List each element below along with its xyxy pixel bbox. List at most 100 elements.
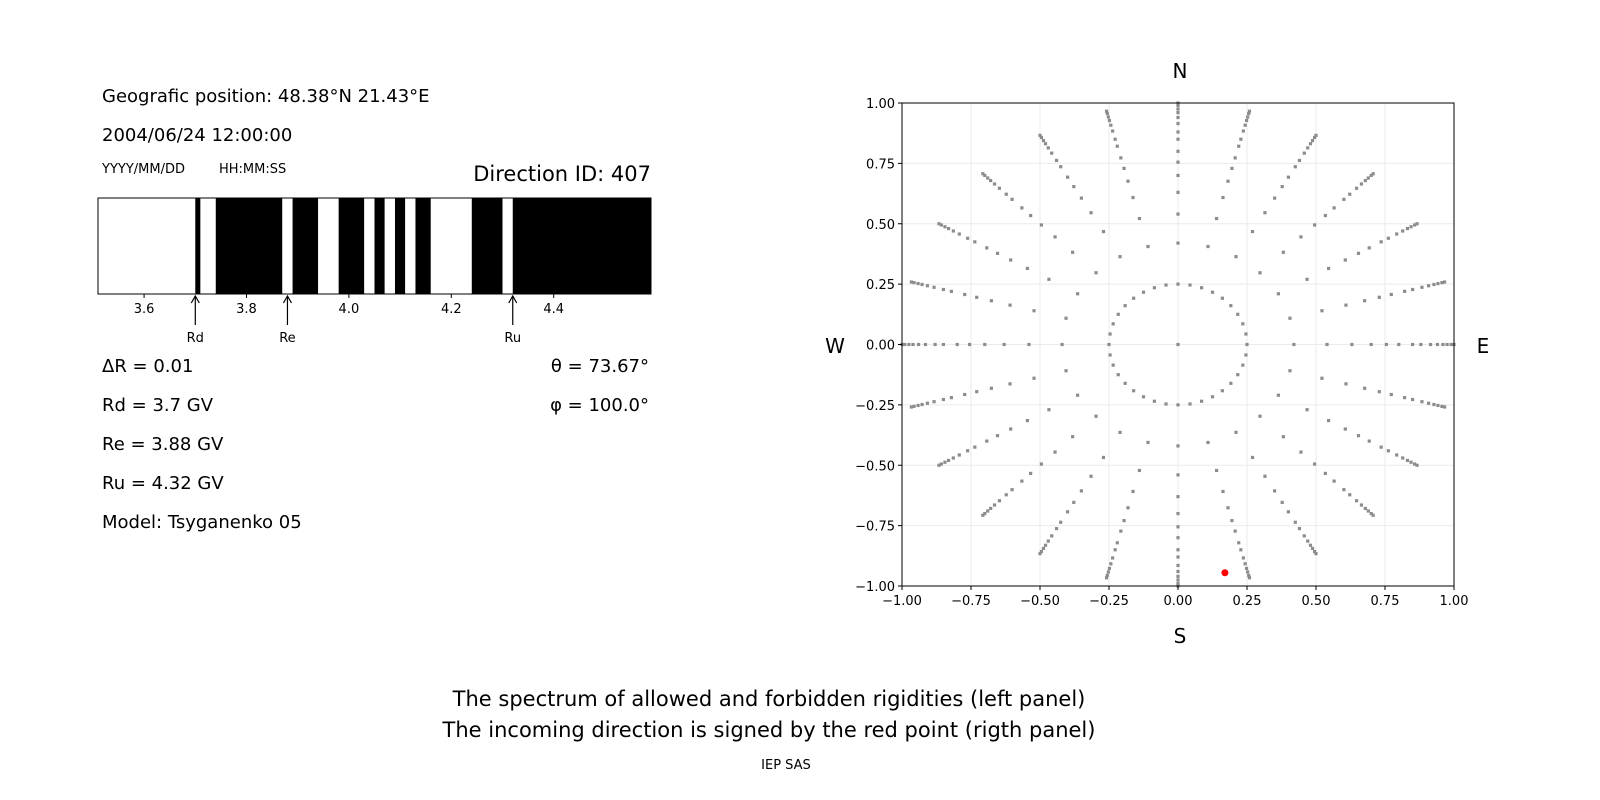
- band-allowed: [364, 198, 375, 294]
- band-allowed: [98, 198, 196, 294]
- direction-grid-point: [1320, 376, 1324, 380]
- direction-grid-point: [1405, 226, 1410, 231]
- direction-grid-point: [1176, 581, 1180, 586]
- direction-grid-point: [1111, 322, 1115, 326]
- direction-grid-point: [1371, 172, 1375, 176]
- phi-value: φ = 100.0°: [550, 395, 649, 416]
- direction-grid-point: [1297, 526, 1302, 531]
- direction-grid-point: [1245, 342, 1249, 347]
- direction-grid-point: [1010, 197, 1014, 201]
- direction-grid-point: [1032, 309, 1036, 313]
- y-tick-label: −0.75: [855, 520, 895, 535]
- direction-grid-point: [1176, 495, 1180, 499]
- direction-grid-point: [1313, 135, 1317, 140]
- direction-grid-point: [1241, 556, 1245, 560]
- caption-line-2: The incoming direction is signed by the …: [442, 718, 1096, 742]
- direction-grid-point: [1176, 282, 1180, 286]
- date-format-label: YYYY/MM/DD: [101, 162, 185, 177]
- direction-grid-point: [1246, 115, 1250, 119]
- direction-grid-point: [1064, 316, 1068, 320]
- direction-grid-point: [1137, 468, 1142, 473]
- direction-grid-point: [1094, 414, 1098, 418]
- direction-grid-point: [1046, 146, 1050, 150]
- direction-grid-point: [1369, 511, 1373, 516]
- direction-grid-point: [1369, 173, 1373, 178]
- direction-grid-point: [903, 342, 907, 347]
- direction-grid-point: [1176, 511, 1180, 516]
- direction-grid-point: [1119, 156, 1123, 160]
- direction-grid-point: [1436, 281, 1440, 286]
- direction-grid-point: [963, 392, 967, 397]
- direction-grid-point: [1379, 240, 1383, 244]
- direction-grid-point: [1413, 462, 1417, 466]
- direction-grid-point: [1363, 506, 1367, 511]
- direction-grid-point: [1176, 212, 1180, 216]
- direction-grid-point: [1395, 232, 1399, 236]
- direction-grid-point: [1348, 192, 1352, 196]
- direction-grid-point: [1239, 548, 1243, 552]
- ru-value: Ru = 4.32 GV: [102, 473, 224, 494]
- direction-grid-point: [1426, 401, 1431, 405]
- direction-grid-point: [1038, 133, 1042, 137]
- direction-grid-point: [1176, 137, 1180, 141]
- y-tick-label: 0.75: [866, 157, 895, 172]
- direction-grid-point: [1405, 458, 1410, 463]
- direction-grid-point: [1123, 304, 1127, 308]
- direction-id: Direction ID: 407: [473, 162, 651, 186]
- direction-grid-point: [1280, 500, 1284, 505]
- direction-grid-point: [1111, 129, 1115, 133]
- direction-grid-point: [975, 295, 979, 299]
- direction-grid-point: [1214, 468, 1219, 473]
- direction-grid-point: [1132, 296, 1136, 300]
- direction-grid-point: [1241, 363, 1245, 367]
- direction-grid-point: [949, 396, 953, 400]
- direction-grid-point: [1053, 450, 1057, 454]
- theta-value: θ = 73.67°: [551, 356, 649, 377]
- direction-grid-point: [975, 390, 979, 394]
- direction-grid-point: [912, 404, 916, 408]
- x-tick-label: 4.0: [339, 302, 360, 317]
- direction-grid-point: [966, 236, 970, 240]
- direction-grid-point: [1230, 166, 1234, 170]
- direction-grid-point: [1411, 397, 1415, 402]
- direction-grid-point: [1072, 500, 1076, 505]
- rigidity-spectrum-chart: 3.6 3.8 4.0 4.2 4.4 Rd Re Ru: [97, 197, 652, 346]
- direction-grid-point: [1342, 197, 1346, 201]
- direction-grid-point: [1302, 151, 1306, 155]
- direction-grid-point: [1071, 250, 1075, 254]
- direction-grid-point: [1104, 576, 1109, 580]
- direction-grid-point: [1236, 373, 1240, 377]
- direction-grid-point: [951, 456, 955, 460]
- direction-grid-point: [1119, 529, 1123, 533]
- compass-west: W: [825, 334, 845, 358]
- direction-grid-point: [1176, 130, 1180, 134]
- direction-grid-point: [1176, 115, 1180, 120]
- direction-grid-point: [1214, 216, 1219, 221]
- spectrum-frame: [97, 197, 652, 295]
- direction-grid-point: [1305, 277, 1309, 281]
- direction-grid-point: [1325, 342, 1329, 347]
- direction-grid-point: [1241, 129, 1245, 133]
- direction-grid-point: [963, 292, 967, 297]
- direction-grid-point: [1276, 393, 1280, 397]
- direction-grid-point: [909, 405, 914, 409]
- direction-grid-point: [1206, 244, 1210, 249]
- direction-grid-point: [1079, 196, 1083, 200]
- direction-grid-point: [1050, 534, 1054, 538]
- direction-grid-point: [1220, 389, 1224, 393]
- band-forbidden: [338, 198, 365, 294]
- direction-grid-point: [1199, 399, 1204, 403]
- direction-grid-point: [1263, 211, 1267, 215]
- direction-grid-point: [1104, 109, 1109, 113]
- direction-grid-point: [1241, 322, 1245, 326]
- direction-grid-point: [1281, 250, 1285, 254]
- direction-grid-point: [1109, 562, 1113, 566]
- direction-grid-point: [932, 285, 936, 289]
- direction-grid-point: [1239, 137, 1243, 141]
- direction-grid-point: [989, 386, 993, 390]
- direction-grid-point: [1432, 282, 1436, 287]
- direction-grid-point: [1386, 449, 1390, 453]
- band-allowed: [430, 198, 472, 294]
- direction-grid-point: [1220, 296, 1224, 300]
- direction-grid-point: [1403, 396, 1407, 400]
